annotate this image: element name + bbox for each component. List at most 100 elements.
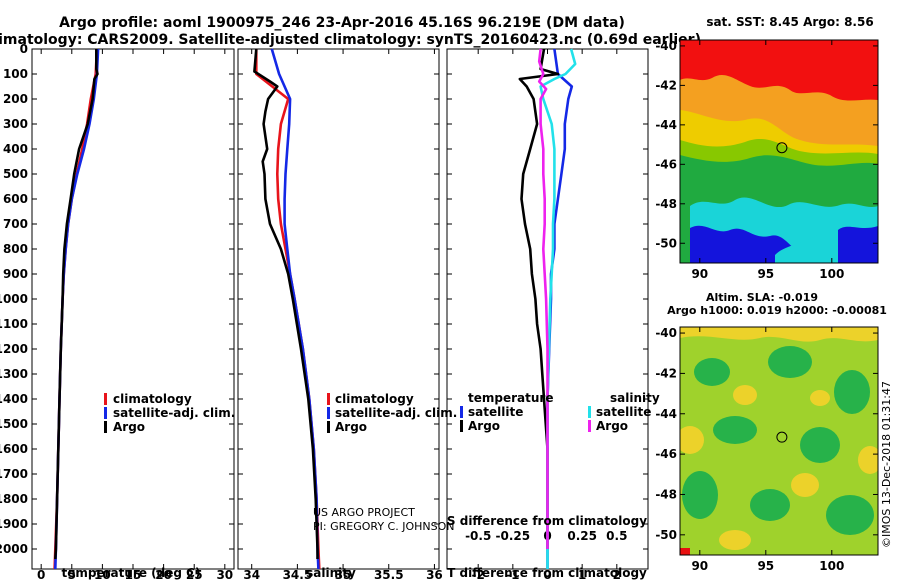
- s-difference-x-tick-label: -0.5: [465, 529, 491, 543]
- depth-tick-label: 500: [3, 167, 28, 181]
- credit-pi: PI: GREGORY C. JOHNSON: [313, 520, 454, 533]
- differences-x-tick-label: -2: [472, 568, 485, 580]
- temperature-x-tick-label: 20: [155, 568, 172, 580]
- legend-swatch-climatology: [104, 393, 107, 405]
- salinity-x-tick-label: 35.5: [374, 568, 404, 580]
- sst-map-lat-tick-label: -42: [655, 78, 677, 92]
- figure-title-line1: Argo profile: aoml 1900975_246 23-Apr-20…: [59, 15, 625, 31]
- depth-axis: 0 100 200 300 400 500 600 700 800 900 1000 1100 1200…: [0, 42, 648, 556]
- sla-map-title-line2: Argo h1000: 0.019 h2000: -0.00081: [667, 304, 887, 317]
- legend-swatch-temp-satellite: [460, 406, 463, 418]
- depth-tick-label: 1700: [0, 467, 28, 481]
- depth-tick-label: 200: [3, 92, 28, 106]
- legend-label-satellite-adj: satellite-adj. clim.: [335, 406, 457, 420]
- legend-swatch-sal-satellite: [588, 406, 591, 418]
- sst-map-lat-tick-label: -44: [655, 118, 677, 132]
- sla-map-lat-tick-label: -46: [655, 447, 677, 461]
- temperature-x-tick-label: 0: [37, 568, 45, 580]
- depth-tick-label: 800: [3, 242, 28, 256]
- sla-map-lon-tick-label: 100: [819, 559, 844, 573]
- temperature-x-label: temperature (deg C): [62, 566, 201, 580]
- s-difference-x-tick-label: 0.5: [606, 529, 627, 543]
- temperature-x-tick-label: 25: [186, 568, 203, 580]
- sst-map-lon-tick-label: 95: [757, 267, 774, 281]
- s-difference-x-label: S difference from climatology: [447, 514, 647, 528]
- temperature-legend: climatology satellite-adj. clim. Argo: [104, 392, 235, 434]
- legend-label-climatology: climatology: [335, 392, 414, 406]
- depth-tick-label: 600: [3, 192, 28, 206]
- legend-swatch-sal-argo: [588, 420, 591, 432]
- depth-tick-label: 700: [3, 217, 28, 231]
- series-line-argo: [54, 49, 99, 560]
- legend-label-temp-satellite: satellite: [468, 405, 523, 419]
- copyright-stamp: ©IMOS 13-Dec-2018 01:31:47: [880, 381, 893, 548]
- salinity-x-tick-label: 36: [426, 568, 443, 580]
- legend-swatch-satellite-adj: [104, 407, 107, 419]
- sla-map-lon-tick-label: 90: [691, 559, 708, 573]
- sla-map-axes: 90 95 100 -40 -42 -44 -46 -48 -50: [655, 326, 878, 573]
- legend-swatch-argo: [327, 421, 330, 433]
- legend-label-sal-satellite: satellite: [596, 405, 651, 419]
- legend-label-temp-argo: Argo: [468, 419, 500, 433]
- salinity-panel-frame: [237, 48, 440, 570]
- depth-tick-label: 1000: [0, 292, 28, 306]
- sla-map-lat-tick-label: -44: [655, 407, 677, 421]
- sst-map-axes: 90 95 100 -40 -42 -44 -46 -48 -50: [655, 39, 878, 281]
- legend-swatch-satellite-adj: [327, 407, 330, 419]
- differences-x-tick-label: -1: [506, 568, 519, 580]
- sla-map-lat-tick-label: -42: [655, 366, 677, 380]
- legend-label-satellite-adj: satellite-adj. clim.: [113, 406, 235, 420]
- depth-tick-label: 1900: [0, 517, 28, 531]
- temperature-x-tick-label: 5: [68, 568, 76, 580]
- sla-map-lat-tick-label: -40: [655, 326, 677, 340]
- depth-tick-label: 1600: [0, 442, 28, 456]
- legend-label-argo: Argo: [113, 420, 145, 434]
- depth-tick-label: 0: [20, 42, 28, 56]
- temperature-x-tick-label: 15: [125, 568, 142, 580]
- sst-map-lat-tick-label: -50: [655, 236, 677, 250]
- temperature-x-tick-label: 10: [94, 568, 111, 580]
- salinity-legend: climatology satellite-adj. clim. Argo: [327, 392, 457, 434]
- sla-map-lon-tick-label: 95: [757, 559, 774, 573]
- differences-x-tick-label: 0: [543, 568, 551, 580]
- depth-tick-label: 1800: [0, 492, 28, 506]
- depth-tick-label: 1200: [0, 342, 28, 356]
- depth-tick-label: 400: [3, 142, 28, 156]
- differences-x-tick-label: 2: [613, 568, 621, 580]
- legend-title-temperature: temperature: [468, 391, 553, 405]
- argo-float-marker: [776, 142, 788, 154]
- salinity-x-tick-label: 34: [243, 568, 260, 580]
- s-difference-x-tick-label: -0.25: [496, 529, 531, 543]
- salinity-x-tick-label: 35: [335, 568, 352, 580]
- legend-swatch-climatology: [327, 393, 330, 405]
- sla-map-frame: [679, 326, 879, 556]
- temperature-x-tick-label: 30: [216, 568, 233, 580]
- s-difference-x-tick-label: 0.25: [567, 529, 597, 543]
- depth-tick-label: 1400: [0, 392, 28, 406]
- sla-map-title-line1: Altim. SLA: -0.019: [706, 291, 818, 304]
- sst-map-lat-tick-label: -40: [655, 39, 677, 53]
- t-difference-x-label: T difference from climatology: [447, 566, 647, 580]
- sla-map-lat-tick-label: -50: [655, 528, 677, 542]
- depth-tick-label: 2000: [0, 542, 28, 556]
- depth-tick-label: 300: [3, 117, 28, 131]
- sst-map-lat-tick-label: -48: [655, 197, 677, 211]
- sst-map-frame: [679, 39, 879, 264]
- argo-float-marker: [776, 431, 788, 443]
- legend-title-salinity: salinity: [610, 391, 660, 405]
- depth-tick-label: 1300: [0, 367, 28, 381]
- salinity-x-label: salinity: [306, 566, 356, 580]
- credit-project: US ARGO PROJECT: [313, 506, 415, 519]
- x-axes: 0 5 10 15 20 25 30 34 34.5 35 35.5 36 -2 -1 0 1 2 -0.5 -0.…: [37, 49, 627, 580]
- depth-tick-label: 100: [3, 67, 28, 81]
- legend-swatch-argo: [104, 421, 107, 433]
- difference-legend: temperature salinity satellite Argo sate…: [460, 391, 660, 433]
- series-line-temperature-argo: [518, 48, 560, 549]
- series-layer: [53, 48, 577, 570]
- sst-map-lon-tick-label: 90: [691, 267, 708, 281]
- sst-map-title: sat. SST: 8.45 Argo: 8.56: [706, 15, 873, 29]
- legend-label-climatology: climatology: [113, 392, 192, 406]
- depth-tick-label: 900: [3, 267, 28, 281]
- depth-tick-label: 1100: [0, 317, 28, 331]
- sst-map-lon-tick-label: 100: [819, 267, 844, 281]
